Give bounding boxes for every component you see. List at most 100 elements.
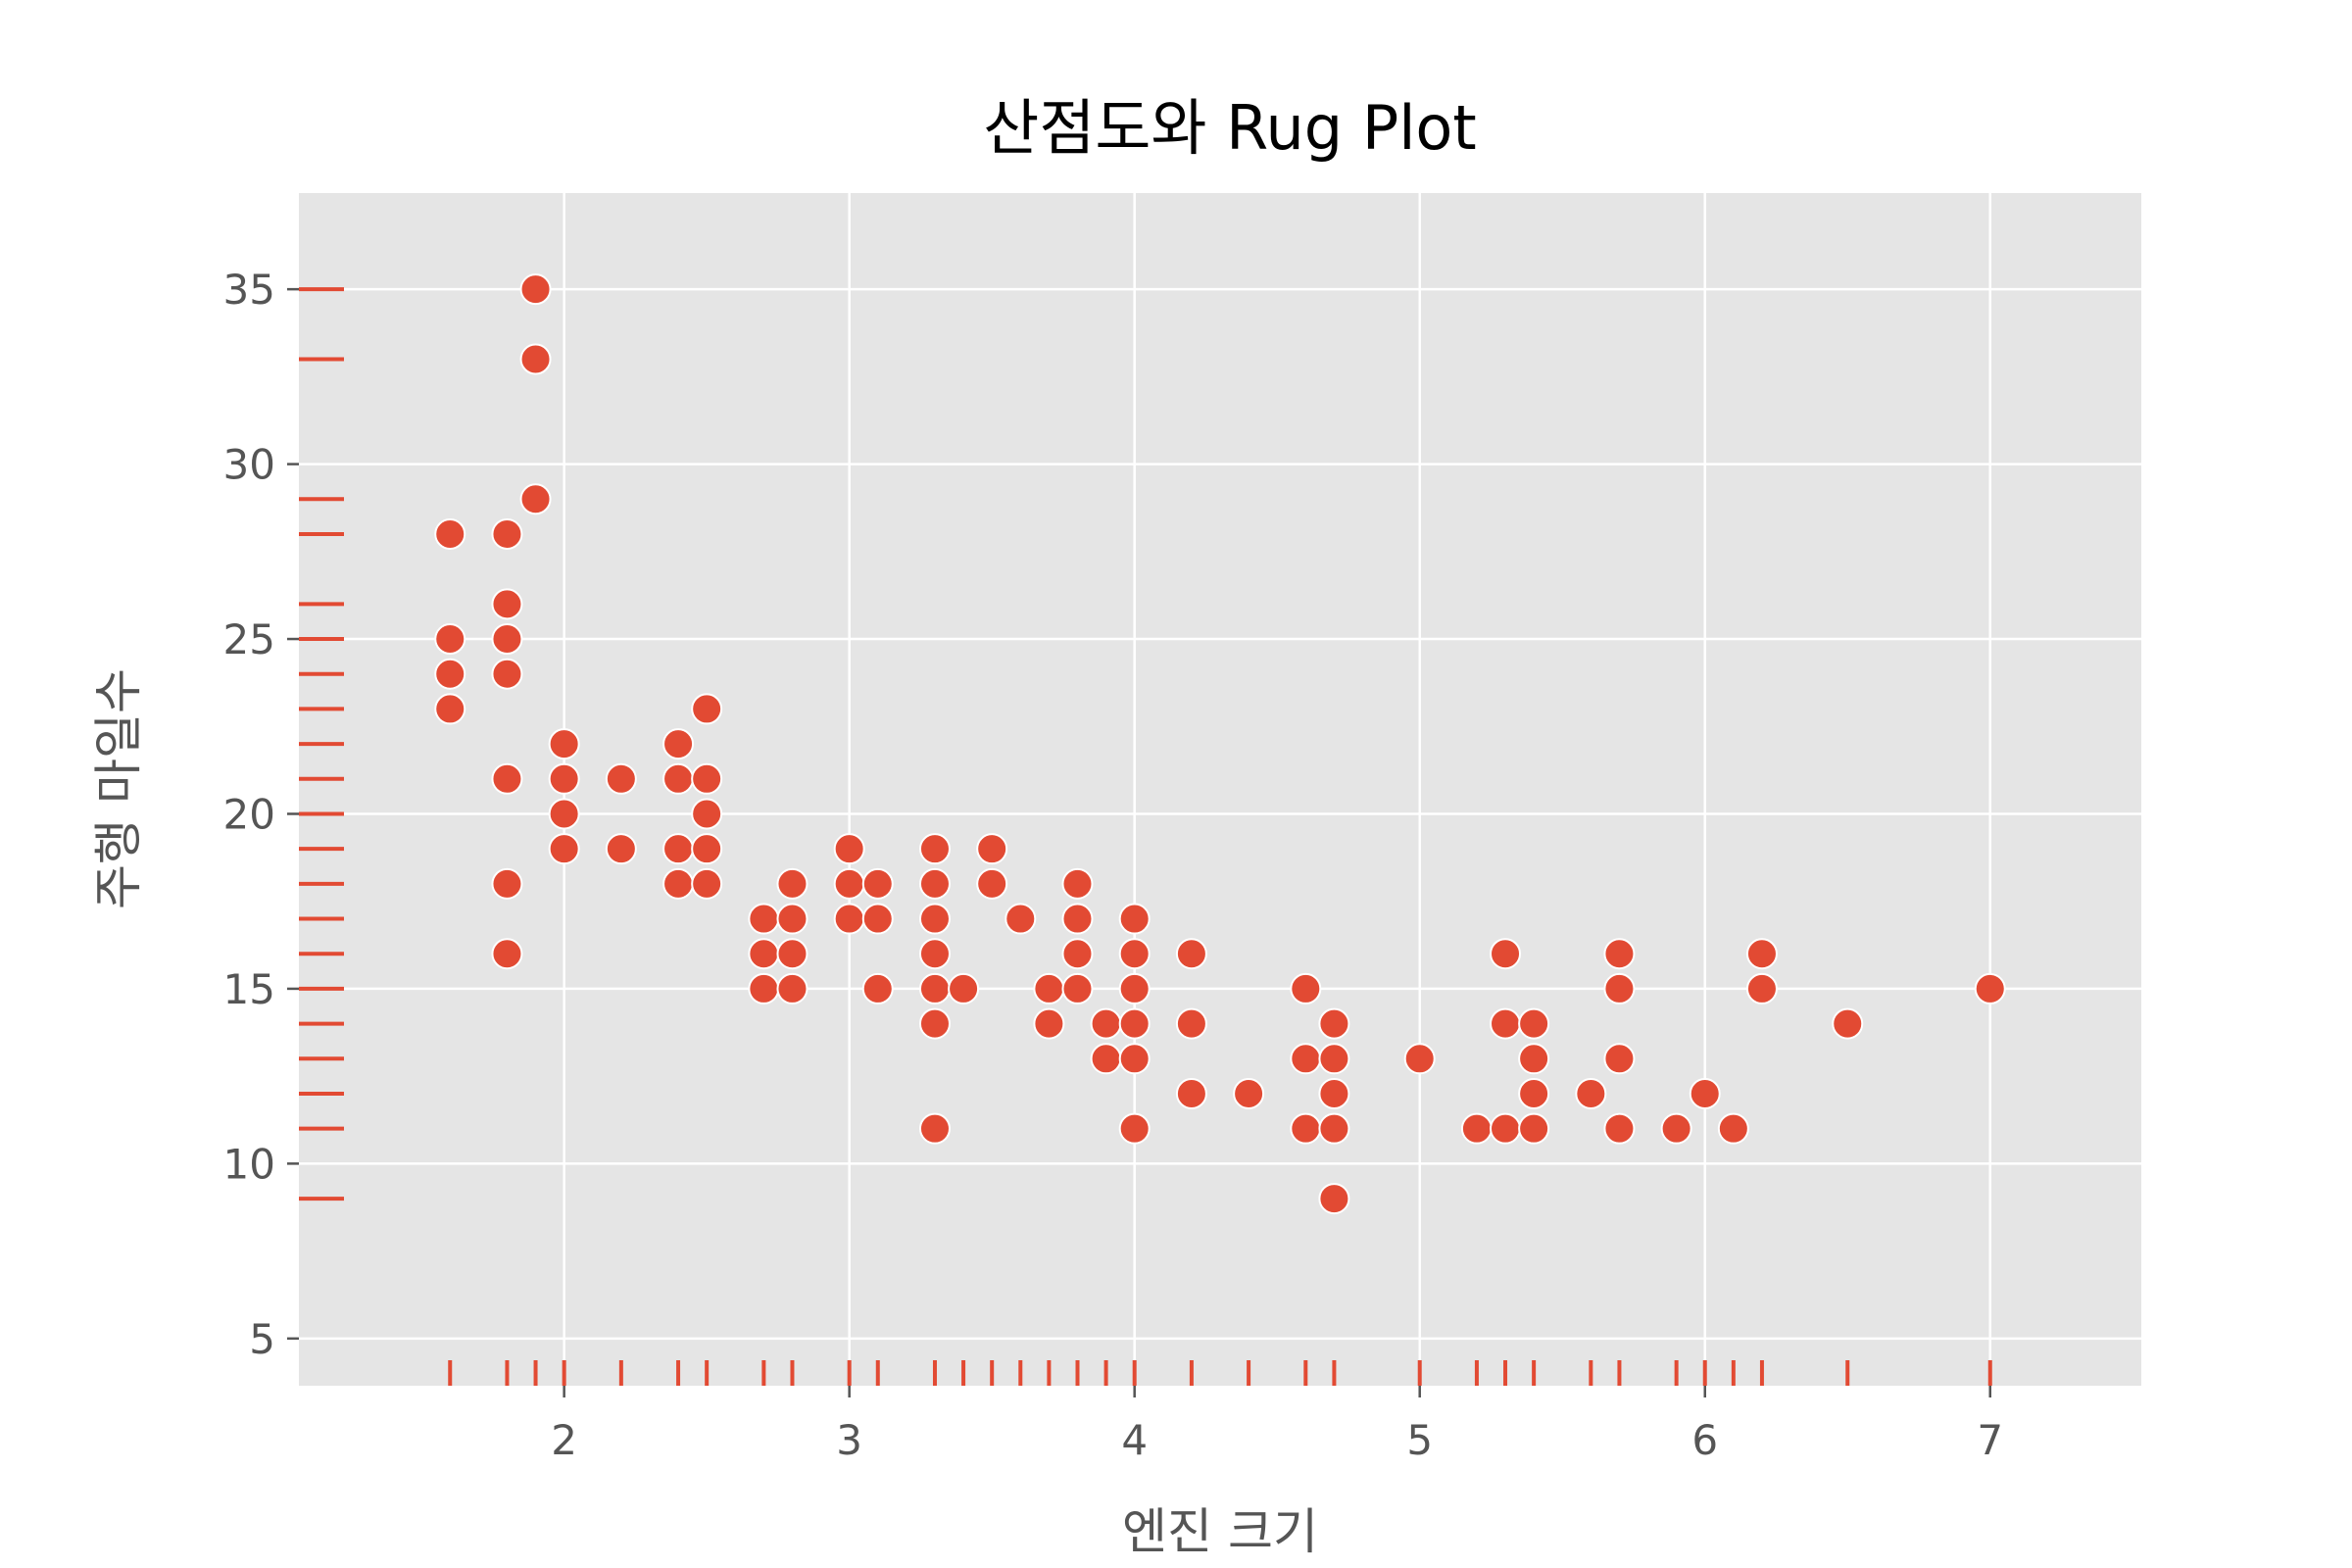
scatter-point [1318,1007,1350,1040]
scatter-point [1603,938,1636,970]
scatter-point [1660,1112,1692,1145]
scatter-point [1318,1112,1350,1145]
scatter-point [548,833,580,865]
scatter-point [1061,938,1094,970]
scatter-point [918,1007,951,1040]
scatter-point [1090,1007,1122,1040]
scatter-point [976,867,1008,900]
scatter-point [1403,1043,1436,1075]
grid-lines [299,193,2141,1386]
scatter-point [776,903,808,935]
scatter-point [1175,1077,1207,1109]
scatter-point [605,762,637,795]
scatter-point [833,903,865,935]
scatter-point [519,483,552,515]
scatter-point [1745,938,1778,970]
scatter-point [1061,867,1094,900]
scatter-point [861,903,894,935]
scatter-point [1318,1183,1350,1215]
scatter-point [1061,972,1094,1004]
scatter-point [434,693,466,725]
scatter-point [1118,972,1151,1004]
scatter-point [861,972,894,1004]
scatter-point [1974,972,2006,1004]
y-tick-label: 20 [223,790,275,838]
plot-area [299,193,2141,1386]
y-tick-label: 30 [223,441,275,489]
scatter-point [1717,1112,1749,1145]
scatter-point [1118,1007,1151,1040]
scatter-point [519,273,552,306]
x-tick-label: 3 [836,1416,862,1464]
scatter-point [491,623,523,656]
scatter-point [1518,1043,1550,1075]
scatter-point [948,972,980,1004]
chart-title: 산점도와 Rug Plot [983,92,1476,164]
scatter-point [1603,1112,1636,1145]
scatter-point [1004,903,1037,935]
scatter-point [1603,1043,1636,1075]
scatter-point [491,658,523,690]
scatter-point [1518,1112,1550,1145]
y-tick-label: 5 [249,1315,275,1363]
scatter-point [918,833,951,865]
scatter-point [491,867,523,900]
x-axis-ticks: 2 3 4 5 6 7 [551,1386,2003,1464]
y-tick-label: 10 [223,1140,275,1188]
scatter-point [434,658,466,690]
scatter-point [1745,972,1778,1004]
scatter-point [1832,1007,1864,1040]
x-tick-label: 6 [1691,1416,1718,1464]
x-tick-label: 4 [1121,1416,1148,1464]
scatter-point [662,833,695,865]
scatter-point [491,588,523,620]
scatter-point [1575,1077,1607,1109]
scatter-point [1118,1112,1151,1145]
y-rug [299,287,344,1201]
scatter-point [918,972,951,1004]
scatter-point [748,972,780,1004]
scatter-point [662,762,695,795]
scatter-point [491,938,523,970]
y-tick-label: 25 [223,615,275,663]
scatter-point [1233,1077,1265,1109]
scatter-point [918,938,951,970]
scatter-point [519,343,552,375]
scatter-point [691,833,723,865]
scatter-point [548,728,580,760]
scatter-point [1518,1007,1550,1040]
scatter-point [548,762,580,795]
scatter-point [776,972,808,1004]
scatter-point [1090,1043,1122,1075]
scatter-point [1518,1077,1550,1109]
scatter-point [748,903,780,935]
scatter-point [491,762,523,795]
scatter-point [1490,1007,1522,1040]
scatter-point [1033,1007,1065,1040]
scatter-point [748,938,780,970]
scatter-point [1490,1112,1522,1145]
scatter-point [1290,972,1322,1004]
scatter-point [691,693,723,725]
y-tick-label: 15 [223,965,275,1013]
scatter-point [1318,1077,1350,1109]
scatter-point [491,517,523,550]
x-axis-label: 엔진 크기 [1122,1503,1318,1560]
x-tick-label: 7 [1977,1416,2003,1464]
scatter-point [1490,938,1522,970]
scatter-point [776,867,808,900]
scatter-point [1318,1043,1350,1075]
scatter-point [662,728,695,760]
scatter-point [918,867,951,900]
scatter-point [1175,938,1207,970]
scatter-point [776,938,808,970]
scatter-point [548,798,580,830]
scatter-point [1460,1112,1493,1145]
scatter-point [861,867,894,900]
scatter-point [1603,972,1636,1004]
x-rug [448,1360,1992,1386]
x-tick-label: 5 [1406,1416,1433,1464]
scatter-point [605,833,637,865]
x-tick-label: 2 [551,1416,577,1464]
